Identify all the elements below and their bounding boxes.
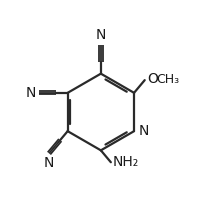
Text: N: N bbox=[138, 124, 149, 138]
Text: NH₂: NH₂ bbox=[113, 155, 139, 169]
Text: N: N bbox=[26, 86, 36, 100]
Text: N: N bbox=[96, 28, 106, 42]
Text: CH₃: CH₃ bbox=[156, 73, 179, 86]
Text: N: N bbox=[44, 156, 54, 170]
Text: O: O bbox=[147, 72, 158, 86]
